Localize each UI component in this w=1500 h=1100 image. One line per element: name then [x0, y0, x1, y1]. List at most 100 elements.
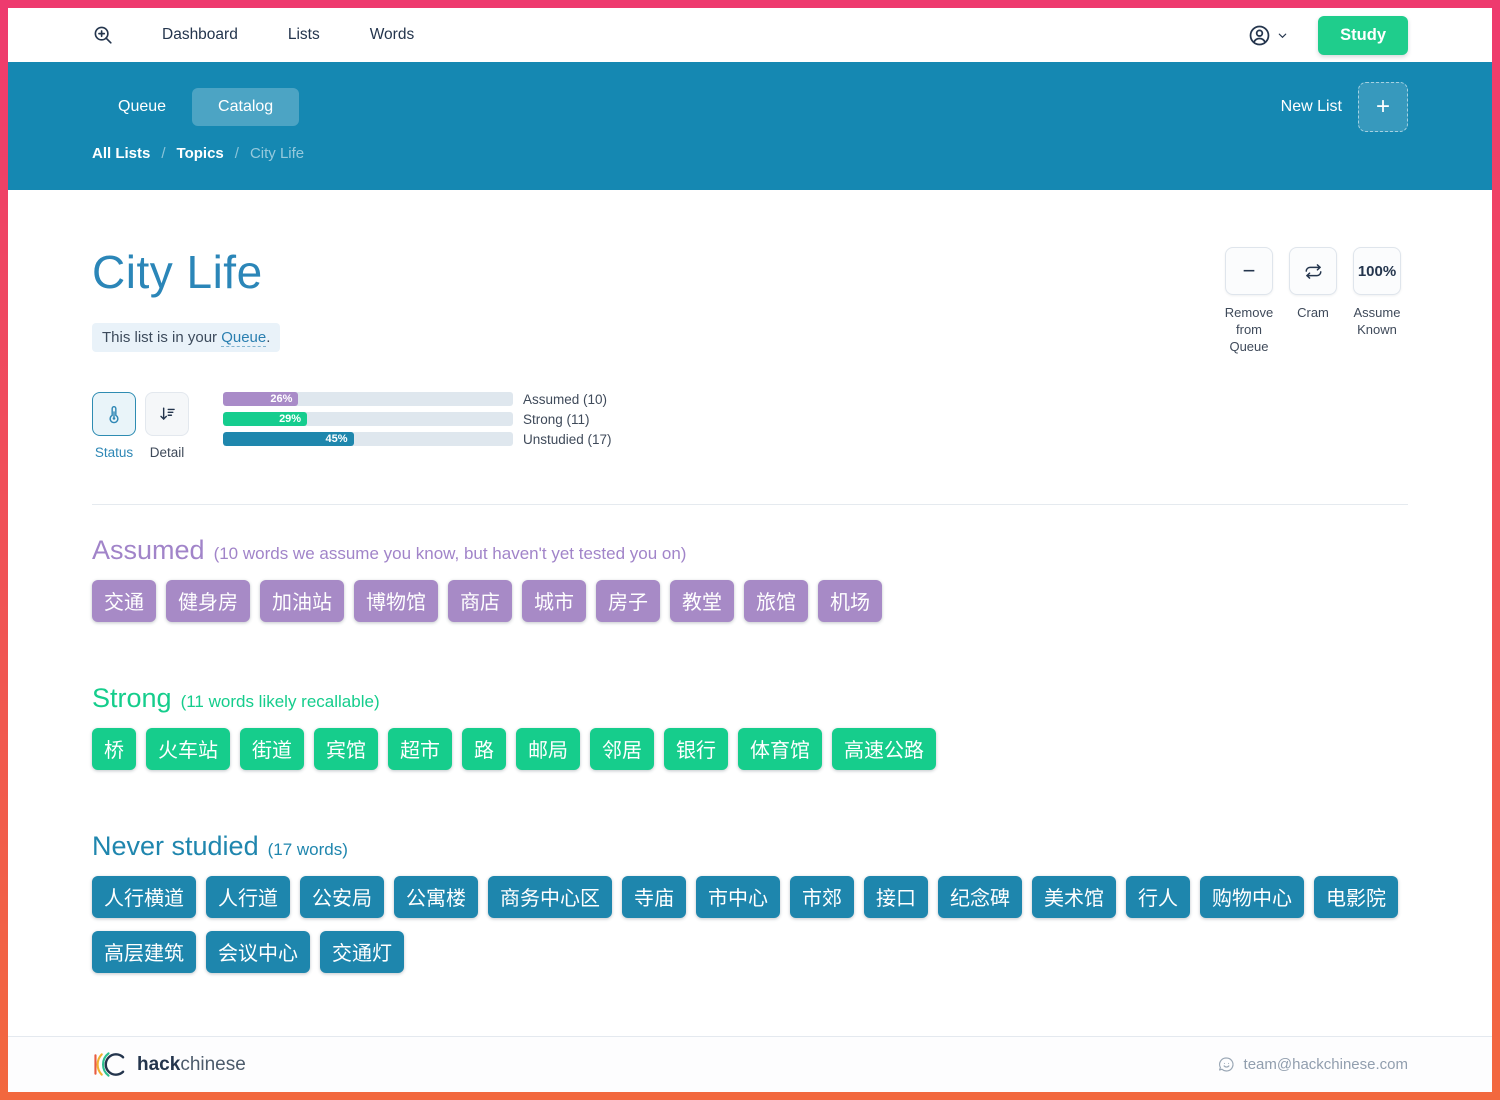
- word-chip[interactable]: 机场: [818, 579, 882, 622]
- word-chip[interactable]: 城市: [522, 579, 586, 622]
- word-chip[interactable]: 街道: [240, 727, 304, 770]
- word-chip[interactable]: 市中心: [696, 875, 780, 918]
- queue-link[interactable]: Queue: [221, 329, 267, 347]
- cram-button[interactable]: [1289, 247, 1337, 295]
- assume-known-label: Assume Known: [1353, 305, 1401, 337]
- tab-queue[interactable]: Queue: [118, 98, 167, 115]
- word-chip[interactable]: 商店: [448, 579, 512, 622]
- breadcrumb-topics[interactable]: Topics: [176, 145, 224, 162]
- never-studied-word-chips: 人行横道 人行道 公安局 公寓楼 商务中心区 寺庙 市中心 市郊 接口 纪念碑 美术馆 行人 购物中心电…: [92, 875, 1408, 986]
- thermometer-icon: [109, 405, 119, 423]
- word-chip[interactable]: 桥: [92, 727, 136, 770]
- queue-notice-text: This list is in your: [102, 329, 222, 346]
- breadcrumb-current: City Life: [249, 145, 305, 162]
- word-chip[interactable]: 购物中心: [1200, 875, 1304, 918]
- progress-percent: 26%: [270, 393, 293, 406]
- word-chip[interactable]: 教堂: [670, 579, 734, 622]
- word-chip[interactable]: 市郊: [790, 875, 854, 918]
- title-block: City Life This list is in your Queue.: [92, 245, 281, 352]
- top-navbar: Dashboard Lists Words Study: [8, 8, 1492, 62]
- word-chip[interactable]: 邻居: [590, 727, 654, 770]
- status-toggle-label: Status: [94, 444, 134, 460]
- chevron-down-icon: [1278, 33, 1287, 38]
- tab-catalog[interactable]: Catalog: [192, 88, 300, 126]
- section-strong-heading: Strong (11 words likely recallable): [92, 683, 1408, 714]
- remove-from-queue-label: Remove from Queue: [1224, 305, 1274, 354]
- progress-label-unstudied: Unstudied (17): [523, 431, 612, 447]
- section-never-studied: Never studied (17 words) 人行横道 人行道 公安局 公寓楼 商务…: [92, 831, 1408, 986]
- main-content: City Life This list is in your Queue. − …: [8, 190, 1492, 1036]
- section-strong-title: Strong: [92, 682, 172, 713]
- section-strong-subtitle: (11 words likely recallable): [180, 691, 380, 711]
- zoom-search-icon[interactable]: [92, 24, 114, 46]
- word-chip[interactable]: 健身房: [166, 579, 250, 622]
- word-chip[interactable]: 人行横道: [92, 875, 196, 918]
- word-chip[interactable]: 房子: [596, 579, 660, 622]
- word-chip[interactable]: 纪念碑: [938, 875, 1022, 918]
- word-chip[interactable]: 交通: [92, 579, 156, 622]
- remove-from-queue-button[interactable]: −: [1225, 247, 1273, 295]
- nav-item-dashboard[interactable]: Dashboard: [162, 26, 238, 43]
- section-never-subtitle: (17 words): [267, 839, 348, 859]
- progress-fill-strong: 29%: [223, 412, 308, 427]
- word-chip[interactable]: 行人: [1126, 875, 1190, 918]
- nav-item-lists[interactable]: Lists: [287, 26, 320, 43]
- progress-fill-assumed: 26%: [223, 392, 299, 407]
- progress-row-assumed: 26% Assumed (10): [223, 392, 612, 407]
- cram-group: Cram: [1282, 247, 1344, 356]
- word-chip[interactable]: 人行道: [206, 875, 290, 918]
- word-chip[interactable]: 公安局: [300, 875, 384, 918]
- word-chip[interactable]: 超市: [388, 727, 452, 770]
- topnav-right: Study: [1247, 15, 1408, 55]
- contact-email-link[interactable]: team@hackchinese.com: [1217, 1055, 1408, 1074]
- word-chip[interactable]: 会议中心: [206, 930, 310, 973]
- brand-text: hackchinese: [137, 1053, 246, 1075]
- word-chip[interactable]: 接口: [864, 875, 928, 918]
- progress-label-assumed: Assumed (10): [523, 391, 608, 407]
- word-chip[interactable]: 美术馆: [1032, 875, 1116, 918]
- status-toggle-button[interactable]: [92, 391, 136, 436]
- word-chip[interactable]: 体育馆: [738, 727, 822, 770]
- section-assumed: Assumed (10 words we assume you know, bu…: [92, 535, 1408, 635]
- word-chip[interactable]: 邮局: [516, 727, 580, 770]
- list-actions: − Remove from Queue Cram 100%: [1218, 247, 1408, 356]
- progress-row-unstudied: 45% Unstudied (17): [223, 432, 612, 447]
- progress-row-strong: 29% Strong (11): [223, 412, 612, 427]
- word-chip[interactable]: 宾馆: [314, 727, 378, 770]
- nav-item-words[interactable]: Words: [369, 26, 415, 43]
- breadcrumb-separator: /: [161, 145, 166, 162]
- word-chip[interactable]: 商务中心区: [488, 875, 612, 918]
- detail-toggle-label: Detail: [149, 444, 185, 460]
- word-chip[interactable]: 旅馆: [744, 579, 808, 622]
- section-assumed-heading: Assumed (10 words we assume you know, bu…: [92, 535, 1408, 566]
- word-chip[interactable]: 电影院: [1314, 875, 1398, 918]
- user-menu[interactable]: [1247, 23, 1288, 48]
- word-chip[interactable]: 高层建筑: [92, 930, 196, 973]
- word-chip[interactable]: 公寓楼: [394, 875, 478, 918]
- word-chip[interactable]: 博物馆: [354, 579, 438, 622]
- section-never-heading: Never studied (17 words): [92, 831, 1408, 862]
- minus-icon: −: [1242, 258, 1256, 283]
- hundred-percent-icon: 100%: [1357, 262, 1397, 280]
- word-chip[interactable]: 寺庙: [622, 875, 686, 918]
- study-button[interactable]: Study: [1318, 15, 1408, 55]
- section-strong: Strong (11 words likely recallable) 桥火车站…: [92, 683, 1408, 783]
- remove-from-queue-group: − Remove from Queue: [1218, 247, 1280, 356]
- word-chip[interactable]: 火车站: [146, 727, 230, 770]
- word-chip[interactable]: 银行: [664, 727, 728, 770]
- section-never-title: Never studied: [92, 830, 259, 861]
- detail-toggle-button[interactable]: [145, 391, 189, 436]
- page-title: City Life: [92, 246, 263, 298]
- hackchinese-arcs-logo-icon: [94, 1052, 125, 1077]
- word-chip[interactable]: 交通灯: [320, 930, 404, 973]
- assume-known-button[interactable]: 100%: [1353, 247, 1401, 295]
- new-list-button[interactable]: +: [1358, 82, 1408, 132]
- breadcrumb-all-lists[interactable]: All Lists: [92, 145, 151, 162]
- strong-word-chips: 桥火车站 街道 宾馆 超市路邮局 邻居 银行 体育馆 高速公路: [92, 727, 1408, 783]
- progress-label-strong: Strong (11): [523, 411, 590, 427]
- word-chip[interactable]: 路: [462, 727, 506, 770]
- word-chip[interactable]: 加油站: [260, 579, 344, 622]
- view-toggle-group: Status Detail: [92, 391, 189, 460]
- word-chip[interactable]: 高速公路: [832, 727, 936, 770]
- footer: hackchinese team@hackchinese.com: [8, 1036, 1492, 1092]
